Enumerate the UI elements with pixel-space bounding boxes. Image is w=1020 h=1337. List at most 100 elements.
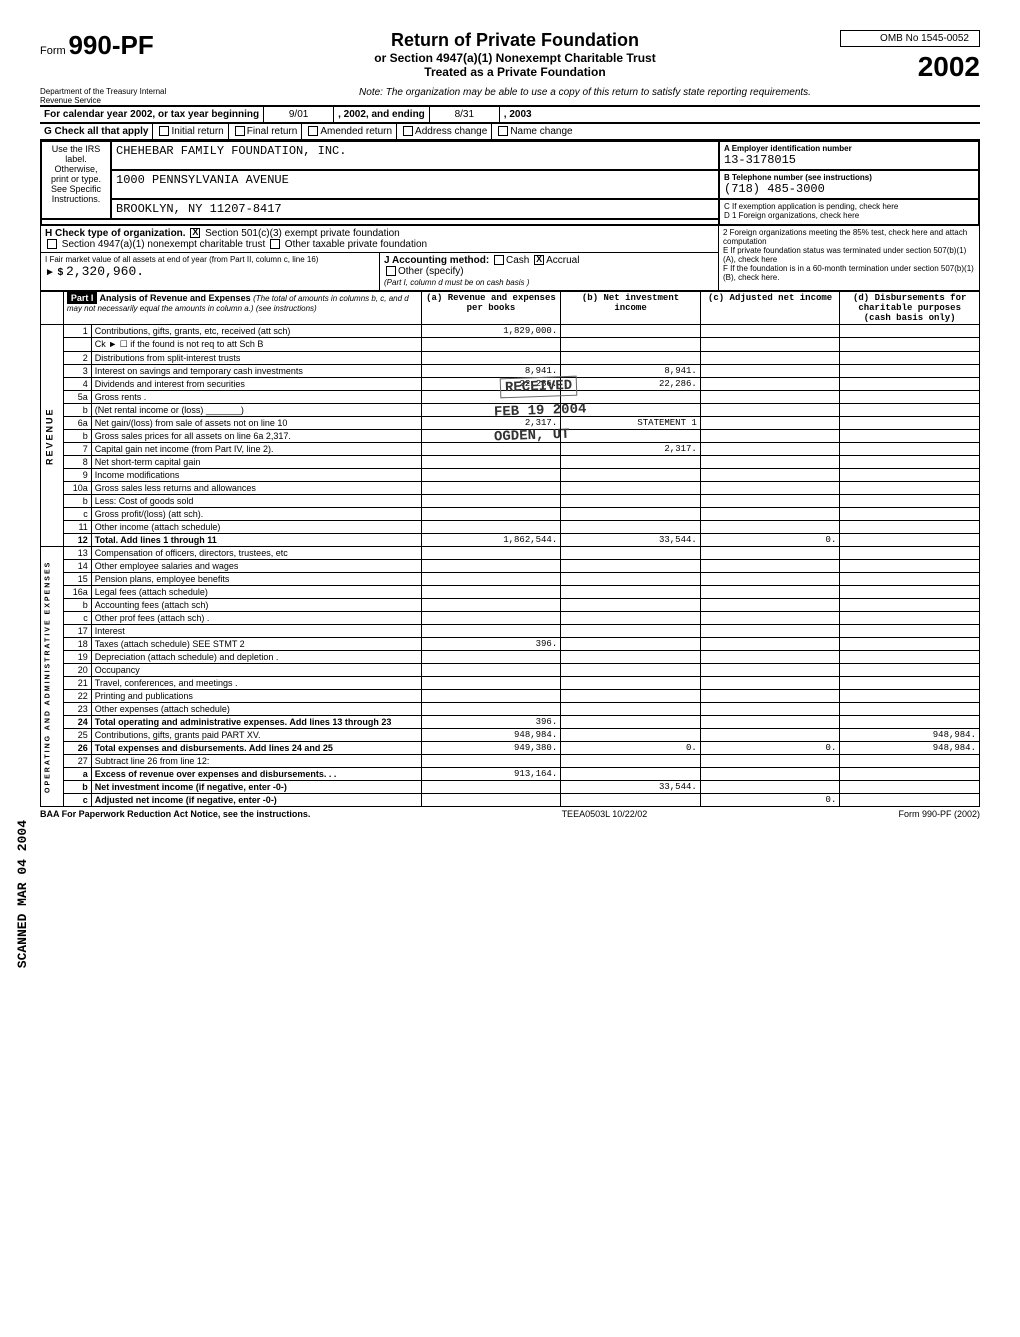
chk-other-tax[interactable]: [270, 239, 280, 249]
h-opt2: Section 4947(a)(1) nonexempt charitable …: [62, 239, 265, 250]
row-num: 25: [63, 729, 91, 742]
row-val-b: [561, 586, 701, 599]
h-label: H Check type of organization.: [45, 228, 186, 239]
j-label: J Accounting method:: [384, 255, 489, 266]
row-val-c: [700, 495, 840, 508]
row-val-a: [421, 599, 561, 612]
form-prefix: Form: [40, 45, 66, 57]
chk-initial[interactable]: [159, 126, 169, 136]
row-val-a: [421, 560, 561, 573]
row-val-c: [700, 768, 840, 781]
i-label: I Fair market value of all assets at end…: [45, 255, 375, 264]
row-num: 7: [63, 443, 91, 456]
row-val-d: [840, 430, 980, 443]
row-val-a: 1,829,000.: [421, 325, 561, 338]
row-val-d: [840, 755, 980, 768]
row-val-c: [700, 456, 840, 469]
row-val-b: [561, 690, 701, 703]
row-desc: Ck ► ☐ if the found is not req to att Sc…: [91, 338, 421, 352]
lbl-address: Address change: [415, 126, 487, 137]
row-val-b: [561, 573, 701, 586]
chk-other-method[interactable]: [386, 266, 396, 276]
row-desc: Interest: [91, 625, 421, 638]
row-val-b: [561, 638, 701, 651]
row-desc: Accounting fees (attach sch): [91, 599, 421, 612]
row-desc: Gross rents .: [91, 391, 421, 404]
chk-cash[interactable]: [494, 255, 504, 265]
chk-accrual[interactable]: [534, 255, 544, 265]
footer-left: BAA For Paperwork Reduction Act Notice, …: [40, 809, 310, 819]
row-val-d: [840, 703, 980, 716]
row-val-a: [421, 469, 561, 482]
row-desc: Net gain/(loss) from sale of assets not …: [91, 417, 421, 430]
row-val-c: 0.: [700, 534, 840, 547]
row-val-b: 22,286.: [561, 378, 701, 391]
cal-end: 8/31: [430, 107, 500, 122]
box-e: E If private foundation status was termi…: [723, 246, 975, 264]
omb-number: OMB No 1545-0052: [840, 30, 980, 47]
row-val-b: [561, 677, 701, 690]
row-val-a: [421, 625, 561, 638]
org-header: Use the IRS label. Otherwise, print or t…: [40, 140, 980, 226]
row-val-b: 2,317.: [561, 443, 701, 456]
chk-501c3[interactable]: [190, 228, 200, 238]
chk-name[interactable]: [498, 126, 508, 136]
row-val-d: [840, 716, 980, 729]
row-desc: Distributions from split-interest trusts: [91, 352, 421, 365]
row-val-c: 0.: [700, 794, 840, 807]
row-desc: Gross sales less returns and allowances: [91, 482, 421, 495]
lbl-accrual: Accrual: [546, 255, 579, 266]
side-revenue: REVENUE: [41, 325, 64, 547]
row-num: 17: [63, 625, 91, 638]
row-val-c: [700, 352, 840, 365]
lbl-final: Final return: [247, 126, 298, 137]
row-num: c: [63, 612, 91, 625]
row-val-c: [700, 365, 840, 378]
chk-final[interactable]: [235, 126, 245, 136]
row-val-a: 396.: [421, 716, 561, 729]
form-title: Return of Private Foundation: [198, 30, 832, 51]
row-desc: Compensation of officers, directors, tru…: [91, 547, 421, 560]
row-val-b: [561, 482, 701, 495]
row-val-d: [840, 325, 980, 338]
row-val-d: [840, 781, 980, 794]
row-desc: Capital gain net income (from Part IV, l…: [91, 443, 421, 456]
row-val-c: [700, 638, 840, 651]
row-val-d: [840, 612, 980, 625]
row-val-d: [840, 547, 980, 560]
row-desc: Contributions, gifts, grants paid PART X…: [91, 729, 421, 742]
row-val-c: [700, 677, 840, 690]
table-row: 20Occupancy: [41, 664, 980, 677]
row-val-d: 948,984.: [840, 742, 980, 755]
row-val-a: 949,380.: [421, 742, 561, 755]
table-row: 19Depreciation (attach schedule) and dep…: [41, 651, 980, 664]
chk-amended[interactable]: [308, 126, 318, 136]
row-val-a: 8,941.: [421, 365, 561, 378]
row-val-d: [840, 352, 980, 365]
col-d: (d) Disbursements for charitable purpose…: [840, 292, 980, 325]
row-num: 19: [63, 651, 91, 664]
row-val-b: [561, 703, 701, 716]
row-val-c: [700, 404, 840, 417]
row-val-b: 33,544.: [561, 781, 701, 794]
row-val-b: [561, 521, 701, 534]
row-val-b: [561, 560, 701, 573]
row-val-a: [421, 612, 561, 625]
row-val-b: [561, 664, 701, 677]
i-value: 2,320,960.: [66, 264, 144, 279]
row-val-b: 0.: [561, 742, 701, 755]
table-row: 8Net short-term capital gain: [41, 456, 980, 469]
row-val-c: [700, 716, 840, 729]
chk-address[interactable]: [403, 126, 413, 136]
row-val-d: [840, 625, 980, 638]
row-desc: Adjusted net income (if negative, enter …: [91, 794, 421, 807]
row-num: c: [63, 508, 91, 521]
row-val-c: [700, 703, 840, 716]
row-val-a: [421, 703, 561, 716]
row-num: 13: [63, 547, 91, 560]
table-row: aExcess of revenue over expenses and dis…: [41, 768, 980, 781]
row-val-a: [421, 338, 561, 352]
table-row: cGross profit/(loss) (att sch).: [41, 508, 980, 521]
chk-4947[interactable]: [47, 239, 57, 249]
row-val-d: [840, 560, 980, 573]
